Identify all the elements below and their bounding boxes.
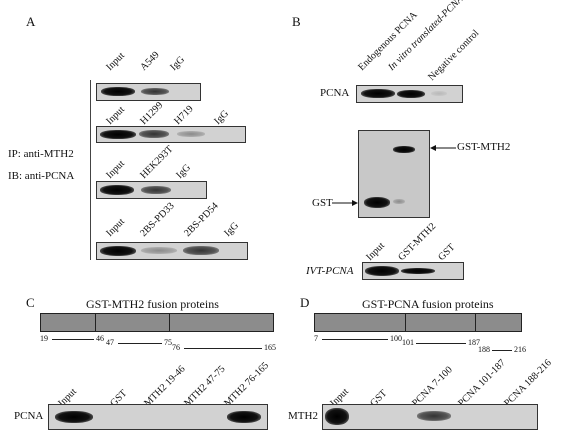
range-start: 76	[172, 343, 180, 352]
lane-label: MTH2 47-75	[182, 363, 228, 409]
lane-label: MTH2 76-165	[222, 360, 272, 409]
lane-label: IgG	[212, 108, 232, 127]
lane-label: 2BS-PD54	[182, 200, 221, 239]
blot-c	[48, 404, 268, 430]
lane-label: Input	[104, 158, 127, 181]
range-end: 187	[468, 338, 480, 347]
range-end: 46	[96, 334, 104, 343]
arrow-gst-icon	[332, 200, 358, 206]
bracket-line	[90, 80, 91, 260]
lane-label: PCNA 188-216	[502, 357, 554, 409]
lane-label: IgG	[168, 54, 188, 73]
lane-label: GST	[436, 241, 458, 263]
lane-label: Negative control	[426, 27, 482, 83]
lane-label: PCNA 101-187	[456, 357, 508, 409]
lane-label: GST-MTH2	[396, 220, 439, 263]
range-line	[184, 348, 262, 349]
range-end: 100	[390, 334, 402, 343]
range-start: 19	[40, 334, 48, 343]
panel-d-title: GST-PCNA fusion proteins	[362, 297, 494, 311]
blot-row-4	[96, 242, 248, 260]
range-line	[118, 343, 162, 344]
pcna-label: PCNA	[320, 87, 350, 99]
arrow-gst-mth2-icon	[430, 145, 456, 151]
pcna-domain-bar	[314, 313, 522, 332]
blot-d	[322, 404, 538, 430]
range-line	[322, 339, 388, 340]
range-start: 7	[314, 334, 318, 343]
lane-label: MTH2 19-46	[142, 363, 188, 409]
lane-label: Input	[104, 216, 127, 239]
range-line	[492, 350, 512, 351]
ib-label: IB: anti-PCNA	[8, 170, 75, 182]
lane-label: Input	[104, 50, 127, 73]
lane-label: IgG	[174, 162, 194, 181]
range-line	[416, 343, 466, 344]
panel-c-title: GST-MTH2 fusion proteins	[86, 297, 219, 311]
lane-label: IgG	[222, 220, 242, 239]
lane-label: HEK293T	[138, 143, 176, 181]
range-start: 188	[478, 345, 490, 354]
ivt-pcna-label: IVT-PCNA	[306, 265, 354, 277]
pcna-blot-label: PCNA	[14, 410, 44, 422]
lane-label: H719	[172, 103, 196, 127]
blot-b-middle	[358, 130, 430, 218]
panel-d-letter: D	[300, 295, 310, 310]
mth2-domain-bar	[40, 313, 274, 332]
panel-c-letter: C	[26, 295, 35, 310]
lane-label: A549	[138, 49, 162, 73]
mth2-blot-label: MTH2	[288, 410, 318, 422]
blot-row-3	[96, 181, 207, 199]
ip-label: IP: anti-MTH2	[8, 148, 74, 160]
blot-b-bottom	[362, 262, 464, 280]
range-line	[52, 339, 94, 340]
panel-b-letter: B	[292, 14, 301, 29]
blot-b-top	[356, 85, 463, 103]
range-end: 75	[164, 338, 172, 347]
blot-row-1	[96, 83, 201, 101]
lane-label: Input	[364, 240, 387, 263]
panel-a-letter: A	[26, 14, 36, 29]
lane-label: PCNA 7-100	[410, 364, 455, 409]
range-start: 47	[106, 338, 114, 347]
lane-label: 2BS-PD33	[138, 200, 177, 239]
blot-row-2	[96, 126, 246, 143]
gst-mth2-label: GST-MTH2	[457, 141, 511, 153]
gst-label: GST	[312, 197, 333, 209]
range-end: 165	[264, 343, 276, 352]
range-end: 216	[514, 345, 526, 354]
range-start: 101	[402, 338, 414, 347]
lane-label: H1299	[138, 99, 166, 127]
lane-label: Input	[104, 104, 127, 127]
